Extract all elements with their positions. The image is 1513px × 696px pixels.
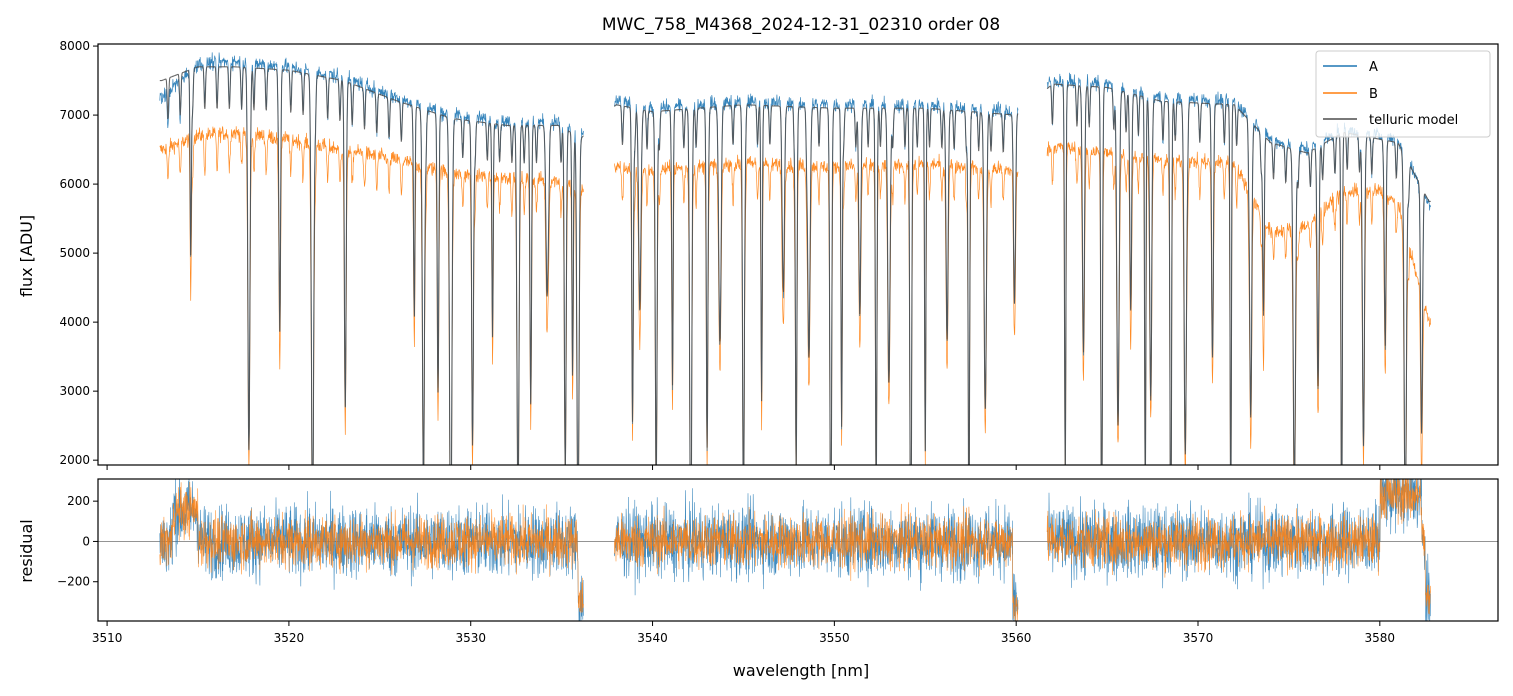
legend: A B telluric model xyxy=(1315,50,1491,138)
flux-series-b-segment-0 xyxy=(159,125,584,465)
residual-x-tick-label: 3570 xyxy=(1183,631,1214,645)
flux-y-axis-label: flux [ADU] xyxy=(17,215,36,297)
residual-x-tick-label: 3520 xyxy=(274,631,305,645)
residual-y-tick-label: −200 xyxy=(57,575,90,589)
residual-x-tick-label: 3560 xyxy=(1001,631,1032,645)
residual-series-b-segment-0 xyxy=(159,481,584,613)
residual-y-axis-label: residual xyxy=(17,519,36,582)
flux-series-telluric-model-segment-1 xyxy=(613,104,1019,465)
flux-y-tick-label: 8000 xyxy=(59,39,90,53)
residual-axes-frame xyxy=(97,478,1499,622)
flux-x-ticks xyxy=(106,465,1381,470)
residual-series-b-segment-2 xyxy=(1046,479,1431,615)
residual-y-ticks: −200 0 200 xyxy=(57,494,98,589)
residual-x-tick-label: 3550 xyxy=(819,631,850,645)
flux-plot-area xyxy=(159,52,1432,465)
residual-panel: −200 0 200 3510 3520 3530 3540 3550 3560 3570 358… xyxy=(17,478,1499,680)
legend-box xyxy=(1315,50,1491,138)
residual-x-tick-label: 3580 xyxy=(1365,631,1396,645)
residual-y-tick-label: 0 xyxy=(82,534,90,548)
legend-label-telluric: telluric model xyxy=(1369,113,1458,128)
residual-y-tick-label: 200 xyxy=(67,494,90,508)
flux-series-a-segment-0 xyxy=(159,52,584,465)
residual-x-tick-label: 3540 xyxy=(637,631,668,645)
x-axis-label: wavelength [nm] xyxy=(733,661,870,680)
flux-y-tick-label: 6000 xyxy=(59,177,90,191)
residual-series-a-segment-1 xyxy=(614,488,1019,621)
flux-y-tick-label: 7000 xyxy=(59,108,90,122)
flux-y-tick-label: 4000 xyxy=(59,315,90,329)
residual-series-b-segment-1 xyxy=(614,502,1019,621)
residual-plot-area xyxy=(98,479,1498,621)
flux-y-ticks: 2000 3000 4000 5000 6000 7000 8000 xyxy=(59,39,98,467)
residual-x-tick-label: 3510 xyxy=(92,631,123,645)
flux-series-b-segment-2 xyxy=(1046,141,1432,465)
flux-y-tick-label: 2000 xyxy=(59,453,90,467)
flux-y-tick-label: 5000 xyxy=(59,246,90,260)
flux-series-telluric-model-segment-0 xyxy=(159,66,584,465)
legend-label-b: B xyxy=(1369,87,1378,102)
chart-title: MWC_758_M4368_2024-12-31_02310 order 08 xyxy=(602,15,1000,35)
flux-series-telluric-model-segment-2 xyxy=(1046,83,1431,465)
residual-x-ticks: 3510 3520 3530 3540 3550 3560 3570 3580 xyxy=(92,621,1395,645)
flux-series-b-segment-1 xyxy=(614,153,1019,465)
flux-y-tick-label: 3000 xyxy=(59,384,90,398)
flux-series-a-segment-1 xyxy=(614,93,1019,465)
flux-axes-frame xyxy=(97,43,1499,466)
residual-x-tick-label: 3530 xyxy=(455,631,486,645)
legend-label-a: A xyxy=(1369,60,1378,75)
